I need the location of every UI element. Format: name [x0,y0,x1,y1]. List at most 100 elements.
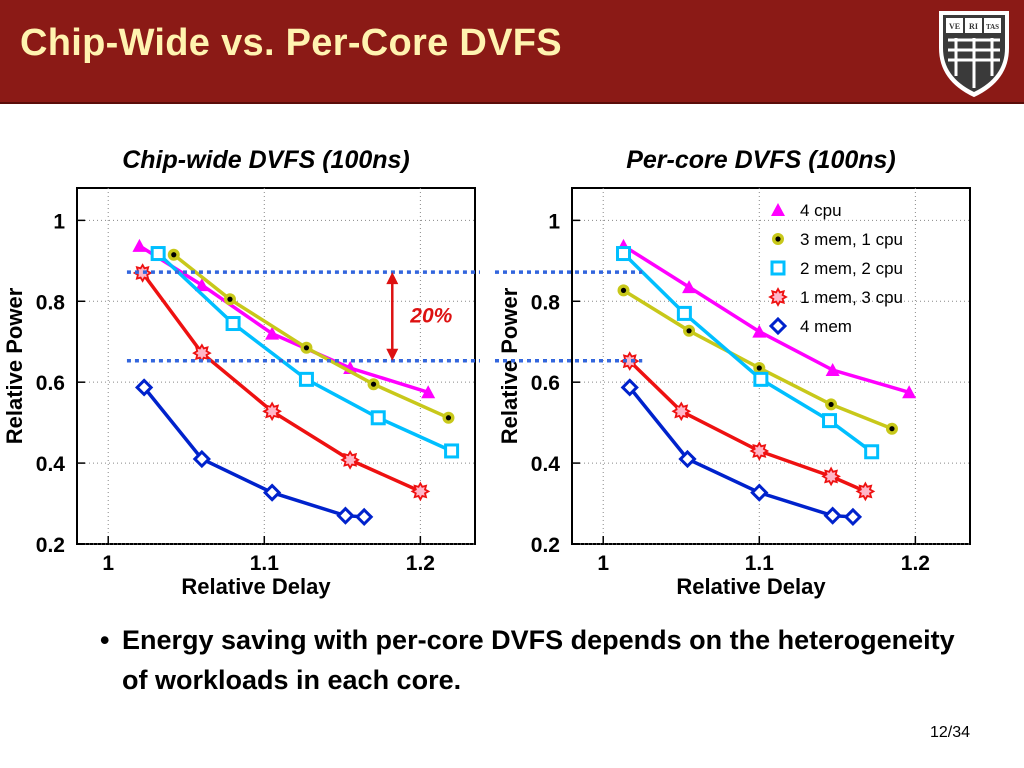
chip-wide-ytick-label: 1 [53,210,65,233]
per-core-series-2-mem-2-cpu-point [753,371,769,387]
slide-title: Chip-Wide vs. Per-Core DVFS [20,22,562,64]
chip-wide-series-4-mem-point [192,449,211,469]
per-core-series-4-mem-point [620,378,639,397]
per-core-ytick-label: 0.8 [531,291,561,314]
legend-marker-2-mem-2-cpu [770,260,786,276]
logo-text-ve: VE [949,22,960,31]
chip-wide-series-2-mem-2-cpu-point [298,371,314,387]
per-core-xaxis-label: Relative Delay [676,574,826,599]
chip-wide-series-2-mem-2-cpu-point [225,316,241,332]
per-core-plot-area [571,187,971,545]
per-core-series-4-cpu-point [825,363,840,377]
per-core-xtick-label: 1 [597,552,609,575]
legend-marker-1-mem-3-cpu [768,287,788,307]
per-core-series-1-mem-3-cpu [619,351,876,502]
chip-wide-series-2-mem-2-cpu-point [370,410,386,426]
per-core-ytick-label: 0.6 [531,372,560,395]
page-number: 12/34 [930,724,971,741]
logo-text-tas: TAS [986,23,999,31]
legend-label-3-mem-1-cpu: 3 mem, 1 cpu [800,230,903,249]
per-core-series-4-mem-point [750,483,769,502]
per-core-series-4-mem-point [678,449,697,469]
chip-wide-series-1-mem-3-cpu-point [192,343,212,363]
legend-marker-4-cpu [771,203,785,216]
per-core-series-4-cpu-point [682,280,697,294]
chip-wide-series-1-mem-3-cpu-point [410,481,431,502]
per-core-series-2-mem-2-cpu-point [616,246,632,262]
header-divider [0,102,1024,104]
chip-wide-ytick-label: 0.2 [36,534,65,557]
chip-wide-series-3-mem-1-cpu-point-center [303,345,310,351]
per-core-series-4-mem-point [823,506,842,525]
per-core-yaxis-label: Relative Power [497,287,522,444]
chip-wide-series-3-mem-1-cpu-point-center [227,296,233,302]
per-core-series-3-mem-1-cpu-point-center [889,426,895,432]
chip-wide-yaxis-label: Relative Power [2,287,27,444]
chip-wide-xtick-label: 1.1 [250,552,280,575]
per-core-series-4-cpu [616,238,917,399]
chip-wide-series-4-mem-point [134,378,154,397]
chip-wide-series-4-mem-point [336,506,355,525]
per-core-series-4-mem-point [843,507,863,527]
chip-wide-ytick-label: 0.8 [36,291,66,314]
chip-wide-series-1-mem-3-cpu-point [340,450,360,470]
chip-wide-series-4-cpu-point [265,326,280,340]
per-core-series-2-mem-2-cpu-point [822,413,838,429]
chip-wide-xaxis-label: Relative Delay [181,574,331,599]
gap-arrow-head-up [386,272,399,285]
per-core-series-4-cpu-point [752,324,767,338]
chip-wide-xtick-label: 1.2 [406,552,435,575]
per-core-xtick-label: 1.1 [745,552,775,575]
chip-wide-series-4-mem-point [262,483,282,502]
per-core-series-1-mem-3-cpu-point [749,441,770,461]
per-core-series-3-mem-1-cpu-point-center [686,328,692,334]
legend-label-1-mem-3-cpu: 1 mem, 3 cpu [800,288,903,307]
chip-wide-series-3-mem-1-cpu [167,248,455,424]
bullet-dot: • [100,625,110,655]
chip-wide-series-2-mem-2-cpu [150,246,460,459]
per-core-dvfs-chart: Per-core DVFS (100ns) 0.2 0.4 0.6 0.8 1 1 1.1 1.… [495,146,971,599]
per-core-series-3-mem-1-cpu-point-center [828,401,834,408]
per-core-series-2-mem-2-cpu [616,246,880,460]
chip-wide-chart-title: Chip-wide DVFS (100ns) [122,146,410,174]
chip-wide-series-4-mem [134,378,374,527]
gap-arrow-head-down [386,348,399,361]
legend-label-4-mem: 4 mem [800,317,852,336]
per-core-chart-title: Per-core DVFS (100ns) [626,146,896,174]
chip-wide-ytick-label: 0.6 [36,372,65,395]
per-core-series-1-mem-3-cpu-point [671,401,692,422]
chip-wide-series-2-mem-2-cpu-point [150,246,166,262]
legend-marker-3-mem-1-cpu-center [775,236,781,242]
chip-wide-series-3-mem-1-cpu-point-center [370,381,377,387]
per-core-ytick-label: 0.4 [531,453,561,476]
per-core-series-2-mem-2-cpu-point [676,305,692,321]
legend-label-4-cpu: 4 cpu [800,201,842,220]
per-core-series-3-mem-1-cpu-point-center [756,365,762,371]
per-core-series-1-mem-3-cpu-point [619,351,640,371]
chip-wide-series-1-mem-3-cpu-point [132,263,153,283]
chip-wide-xtick-label: 1 [102,552,114,575]
per-core-series-3-mem-1-cpu [617,284,898,435]
chip-wide-series-3-mem-1-cpu-point-center [445,415,452,421]
chip-wide-dvfs-chart: Chip-wide DVFS (100ns) 0.2 0.4 0.6 0.8 1 1 1.1 1… [2,146,480,599]
legend-marker-4-mem [768,316,788,336]
per-core-series-1-mem-3-cpu-point [855,481,876,502]
harvard-shield-logo: VE RI TAS [939,11,1009,98]
chip-wide-series-3-mem-1-cpu-point-center [171,252,177,258]
legend-label-2-mem-2-cpu: 2 mem, 2 cpu [800,259,903,278]
logo-text-ri: RI [969,22,978,31]
gap-percent-label: 20% [409,304,452,327]
per-core-series-1-mem-3-cpu-point [821,466,841,487]
per-core-ytick-label: 1 [548,210,560,233]
chip-wide-series-4-cpu-point [421,385,436,399]
chip-wide-series-1-mem-3-cpu-point [262,401,282,422]
bullet-text: Energy saving with per-core DVFS depends… [122,625,955,695]
chip-wide-series-2-mem-2-cpu-point [444,443,460,459]
per-core-series-4-mem [620,378,863,527]
per-core-series-3-mem-1-cpu-point-center [620,287,627,293]
per-core-xtick-label: 1.2 [901,552,930,575]
chip-wide-series-1-mem-3-cpu [132,263,431,502]
per-core-series-2-mem-2-cpu-point [864,444,880,460]
slide-header: Chip-Wide vs. Per-Core DVFS VE RI TAS [0,0,1024,102]
chip-wide-series-4-cpu-point [132,238,147,252]
